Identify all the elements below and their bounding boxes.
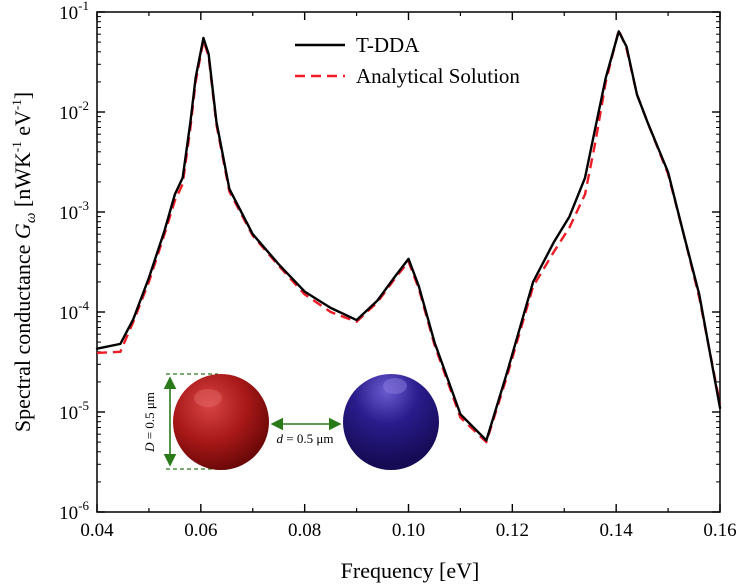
inset-spheres: D = 0.5 μm d = 0.5 μm	[142, 373, 439, 470]
series-layer	[95, 28, 722, 444]
y-tick-label: 10-5	[59, 398, 89, 424]
x-tick-label: 0.10	[392, 520, 425, 541]
y-axis-title-prefix: Spectral conductance	[10, 239, 35, 432]
y-tick-label: 10-3	[59, 198, 89, 224]
legend-label-analytical: Analytical Solution	[356, 64, 520, 88]
y-tick-label: 10-2	[59, 98, 89, 124]
x-tick-label: 0.14	[600, 520, 634, 541]
diameter-value: = 0.5 μm	[142, 392, 157, 442]
gap-symbol: d	[277, 431, 284, 446]
y-axis-title-units-mid: eV	[10, 110, 35, 141]
y-axis-title-subscript: ω	[23, 213, 39, 224]
y-axis-title-units-sup1: -1	[9, 141, 24, 152]
gap-label: d = 0.5 μm	[277, 431, 334, 446]
series-line-tdda	[95, 30, 722, 442]
y-tick-label: 10-6	[59, 498, 89, 524]
x-tick-label: 0.12	[496, 520, 529, 541]
y-axis-title: Spectral conductance Gω [nWK-1 eV-1]	[9, 92, 39, 432]
x-tick-label: 0.08	[288, 520, 321, 541]
y-axis-title-units-sup2: -1	[9, 99, 24, 110]
x-tick-labels: 0.04 0.06 0.08 0.10 0.12 0.14 0.16	[80, 520, 736, 541]
diameter-symbol: D	[142, 442, 157, 453]
legend: T-DDA Analytical Solution	[295, 33, 520, 88]
y-tick-labels: 10-6 10-5 10-4 10-3 10-2 10-1	[59, 0, 89, 524]
y-tick-label: 10-1	[59, 0, 89, 24]
y-axis-title-units-close: ]	[10, 92, 35, 99]
diameter-label: D = 0.5 μm	[142, 392, 157, 453]
legend-label-tdda: T-DDA	[356, 33, 420, 57]
y-tick-label: 10-4	[59, 298, 89, 324]
right-sphere	[343, 374, 439, 470]
gap-value: = 0.5 μm	[283, 431, 333, 446]
axis-ticks	[96, 11, 721, 513]
x-tick-label: 0.16	[703, 520, 736, 541]
y-axis-title-symbol: G	[10, 223, 35, 239]
x-tick-label: 0.06	[184, 520, 217, 541]
x-tick-label: 0.04	[80, 520, 114, 541]
x-axis-title: Frequency [eV]	[341, 558, 480, 583]
left-sphere-highlight	[194, 389, 222, 407]
left-sphere	[173, 374, 269, 470]
right-sphere-highlight	[383, 378, 407, 394]
y-axis-title-units-open: [nWK	[10, 152, 35, 213]
